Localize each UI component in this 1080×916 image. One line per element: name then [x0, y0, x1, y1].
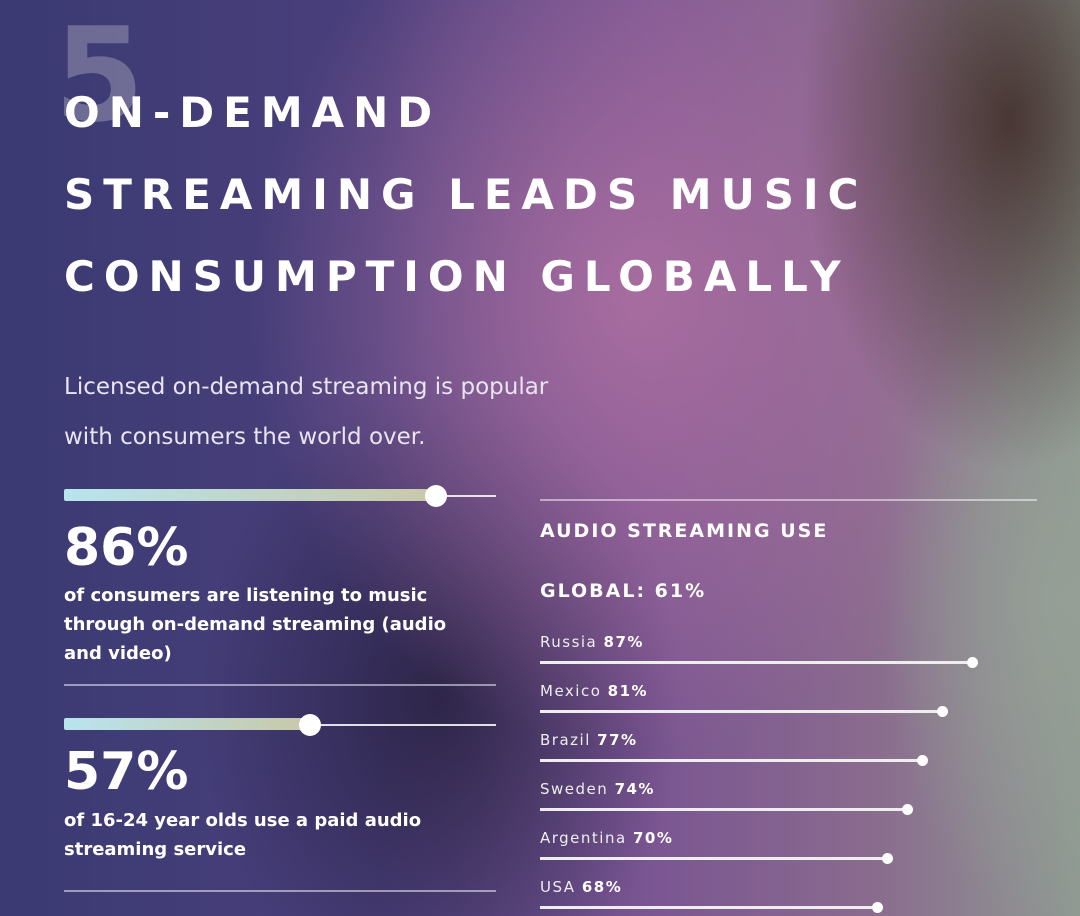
- chart-bar: [540, 808, 907, 811]
- country-value: 81%: [607, 682, 649, 700]
- country-name: USA: [540, 878, 576, 896]
- chart-bar: [540, 661, 972, 664]
- stat-description: of consumers are listening to music thro…: [64, 585, 447, 664]
- chart-bar: [540, 906, 877, 909]
- chart-bar-dot: [967, 657, 978, 668]
- stat-progress-fill: [64, 718, 311, 730]
- chart-bar-dot: [937, 706, 948, 717]
- stat-value: 57%: [64, 742, 189, 802]
- divider: [64, 684, 496, 686]
- country-value: 68%: [581, 878, 623, 896]
- country-name: Mexico: [540, 682, 602, 700]
- chart-bar-dot: [872, 902, 883, 913]
- title-line: CONSUMPTION GLOBALLY: [64, 252, 850, 301]
- country-value: 74%: [614, 780, 655, 798]
- country-name: Brazil: [540, 731, 591, 749]
- section-number: 5: [54, 0, 145, 151]
- chart-row-label: Argentina 70%: [540, 829, 673, 847]
- stat-progress-fill: [64, 489, 436, 501]
- stat-progress-knob: [424, 485, 447, 507]
- chart-row-label: USA 68%: [540, 878, 622, 896]
- country-value: 70%: [632, 829, 674, 847]
- chart-row-label: Brazil 77%: [540, 731, 638, 749]
- chart-bar-dot: [917, 755, 928, 766]
- chart-bar: [540, 710, 942, 713]
- chart-bar-dot: [882, 853, 893, 864]
- title-line: ON-DEMAND: [64, 88, 442, 137]
- title-line: STREAMING LEADS MUSIC: [64, 170, 868, 219]
- chart-global-value: GLOBAL: 61%: [540, 580, 707, 602]
- chart-bar: [540, 759, 922, 762]
- subtitle-line: with consumers the world over.: [64, 424, 426, 450]
- chart-bar-dot: [902, 804, 913, 815]
- chart-bar: [540, 857, 887, 860]
- country-name: Sweden: [540, 780, 609, 798]
- divider: [540, 499, 1037, 501]
- stat-description: of 16-24 year olds use a paid audio stre…: [64, 810, 422, 860]
- stat-progress-knob: [299, 714, 322, 736]
- country-name: Argentina: [540, 829, 627, 847]
- country-name: Russia: [540, 633, 598, 651]
- chart-row-label: Russia 87%: [540, 633, 644, 651]
- country-value: 87%: [603, 633, 644, 651]
- divider: [64, 890, 496, 892]
- chart-row-label: Mexico 81%: [540, 682, 648, 700]
- subtitle-line: Licensed on-demand streaming is popular: [64, 374, 549, 400]
- chart-title: AUDIO STREAMING USE: [540, 520, 829, 542]
- chart-row-label: Sweden 74%: [540, 780, 655, 798]
- subtitle: Licensed on-demand streaming is popular …: [64, 362, 684, 462]
- country-value: 77%: [597, 731, 638, 749]
- page-title: ON-DEMAND STREAMING LEADS MUSIC CONSUMPT…: [64, 72, 867, 318]
- stat-value: 86%: [64, 518, 189, 578]
